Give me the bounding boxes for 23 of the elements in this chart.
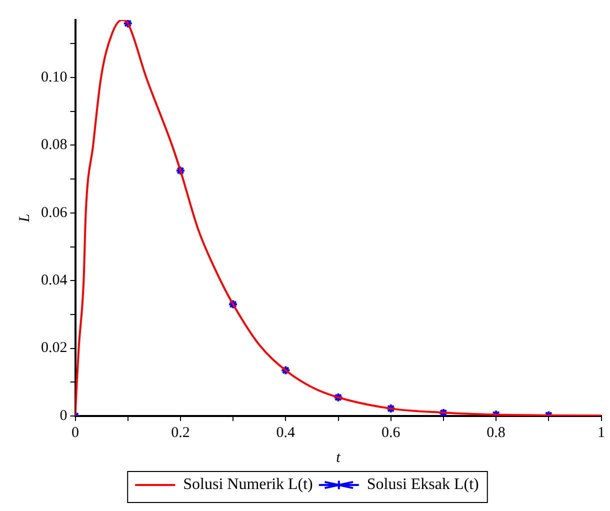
x-tick-label: 1 (598, 424, 605, 441)
y-tick-label: 0.08 (41, 137, 68, 154)
point (280, 365, 291, 376)
point (175, 166, 186, 176)
point (438, 408, 448, 416)
legend-label: Solusi Numerik L(t) (183, 476, 313, 494)
point (228, 299, 238, 310)
x-tick-label: 0 (72, 424, 79, 441)
x-tick-label: 0.8 (486, 424, 506, 441)
y-tick-label: 0.06 (41, 204, 68, 221)
point (122, 20, 133, 28)
y-tick-label: 0.10 (41, 69, 68, 86)
y-tick-label: 0.04 (41, 272, 68, 289)
x-tick-label: 0.4 (276, 424, 296, 441)
y-tick-label: 0.02 (41, 340, 68, 356)
y-axis-title: L (16, 214, 33, 224)
point (386, 404, 396, 414)
x-axis-title: t (336, 450, 342, 466)
point (333, 392, 344, 402)
x-tick-label: 0.2 (171, 424, 190, 441)
y-tick-label: 0 (60, 408, 68, 424)
x-tick-label: 0.6 (381, 424, 401, 441)
legend-label: Solusi Eksak L(t) (366, 476, 479, 494)
